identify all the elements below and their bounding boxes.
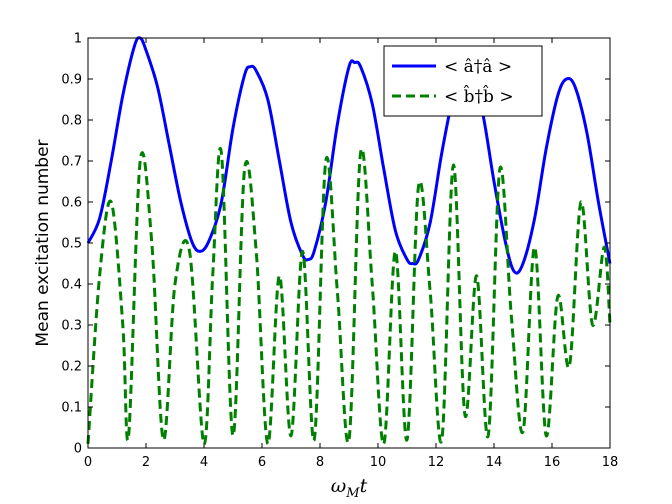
y-tick-label: 0.3 xyxy=(61,319,82,334)
x-axis-label-tail: t xyxy=(360,475,368,497)
series-line-1 xyxy=(86,147,612,446)
y-tick-label: 0.1 xyxy=(61,401,82,416)
x-tick-label: 12 xyxy=(428,455,445,470)
x-axis-label-sub: M xyxy=(345,486,360,501)
series-layer xyxy=(86,36,612,446)
y-tick-label: 0.2 xyxy=(61,360,82,375)
legend-entry-a: < â†â > xyxy=(444,57,512,77)
x-axis-label-main: ω xyxy=(331,475,347,497)
y-tick-label: 0.4 xyxy=(61,278,82,293)
y-tick-label: 0.5 xyxy=(61,237,82,252)
y-tick-label: 0.9 xyxy=(61,73,82,88)
x-tick-label: 16 xyxy=(544,455,561,470)
legend-box xyxy=(383,45,543,117)
x-tick-label: 8 xyxy=(316,455,324,470)
x-tick-label: 18 xyxy=(602,455,619,470)
series-line-0 xyxy=(86,36,612,275)
x-tick-label: 10 xyxy=(370,455,387,470)
y-tick-label: 0.8 xyxy=(61,114,82,129)
x-tick-label: 2 xyxy=(142,455,150,470)
y-tick-label: 0.6 xyxy=(61,196,82,211)
x-tick-label: 0 xyxy=(84,455,92,470)
ticks-layer: 0 2 4 6 8 10 12 14 16 18 0 0.1 0.2 0.3 0.4 0.5 0.6 0.7 0.8… xyxy=(61,32,618,471)
x-tick-label: 14 xyxy=(486,455,503,470)
y-tick-label: 0 xyxy=(74,442,82,457)
x-tick-label: 4 xyxy=(200,455,208,470)
y-tick-label: 0.7 xyxy=(61,155,82,170)
legend: < â†â > < b̂†b̂ > xyxy=(383,45,543,117)
y-axis-label: Mean excitation number xyxy=(33,139,53,346)
x-axis-label: ωMt xyxy=(331,475,368,501)
y-tick-label: 1 xyxy=(74,32,82,47)
x-tick-label: 6 xyxy=(258,455,266,470)
legend-entry-b: < b̂†b̂ > xyxy=(444,85,514,107)
